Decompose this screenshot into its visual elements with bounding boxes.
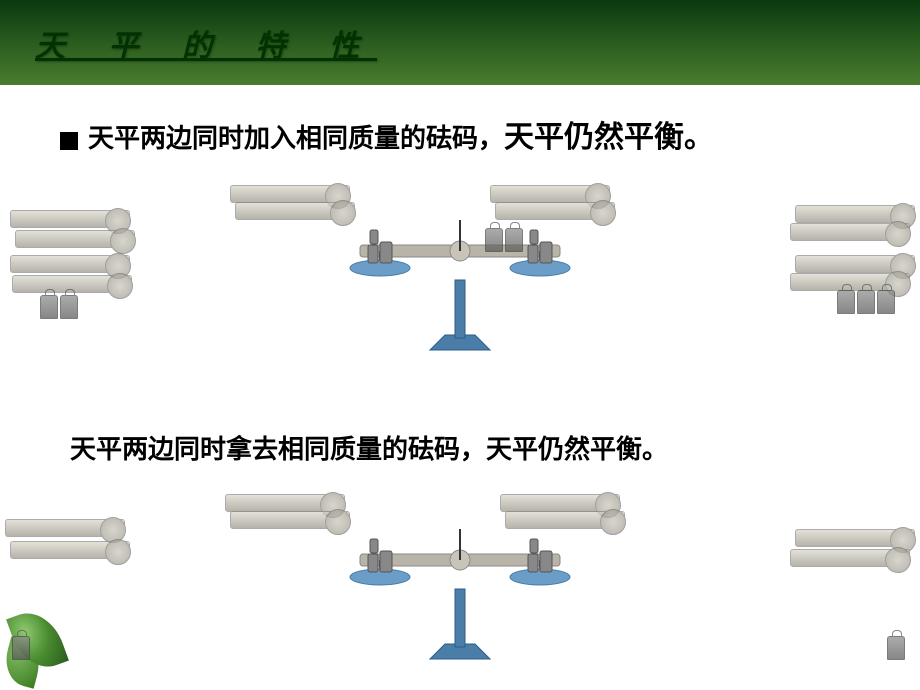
beam-artifact [5, 519, 125, 537]
bullet-icon [60, 132, 78, 150]
statement-1-emphasis: 天平仍然平衡。 [504, 121, 714, 154]
scale-illustration-1 [60, 190, 860, 360]
beam-artifact [505, 511, 625, 529]
beam-artifact [10, 210, 130, 228]
beam-artifact [500, 494, 620, 512]
beam-artifact [15, 230, 135, 248]
weight-artifact [40, 295, 58, 319]
statement-1-prefix: 天平两边同时加入相同质量的砝码， [88, 124, 504, 153]
statement-1: 天平两边同时加入相同质量的砝码，天平仍然平衡。 [60, 115, 860, 160]
weight-artifact [12, 636, 30, 660]
weight-artifact [887, 636, 905, 660]
weight-artifact [857, 290, 875, 314]
beam-artifact [495, 202, 615, 220]
beam-artifact [490, 185, 610, 203]
beam-artifact [790, 223, 910, 241]
beam-artifact [790, 549, 910, 567]
beam-artifact [225, 494, 345, 512]
slide-content: 天平两边同时加入相同质量的砝码，天平仍然平衡。 [0, 85, 920, 669]
beam-artifact [795, 529, 915, 547]
slide-title: 天 平 的 特 性 [35, 21, 377, 65]
weight-artifact [877, 290, 895, 314]
beam-artifact [10, 541, 130, 559]
slide-header: 天 平 的 特 性 [0, 0, 920, 85]
statement-2: 天平两边同时拿去相同质量的砝码，天平仍然平衡。 [60, 430, 860, 469]
leaf-decoration [0, 600, 70, 690]
weight-artifact [505, 228, 523, 252]
weight-artifact [60, 295, 78, 319]
beam-artifact [10, 255, 130, 273]
weight-artifact [837, 290, 855, 314]
weight-artifact [485, 228, 503, 252]
scale-illustration-2 [60, 499, 860, 669]
